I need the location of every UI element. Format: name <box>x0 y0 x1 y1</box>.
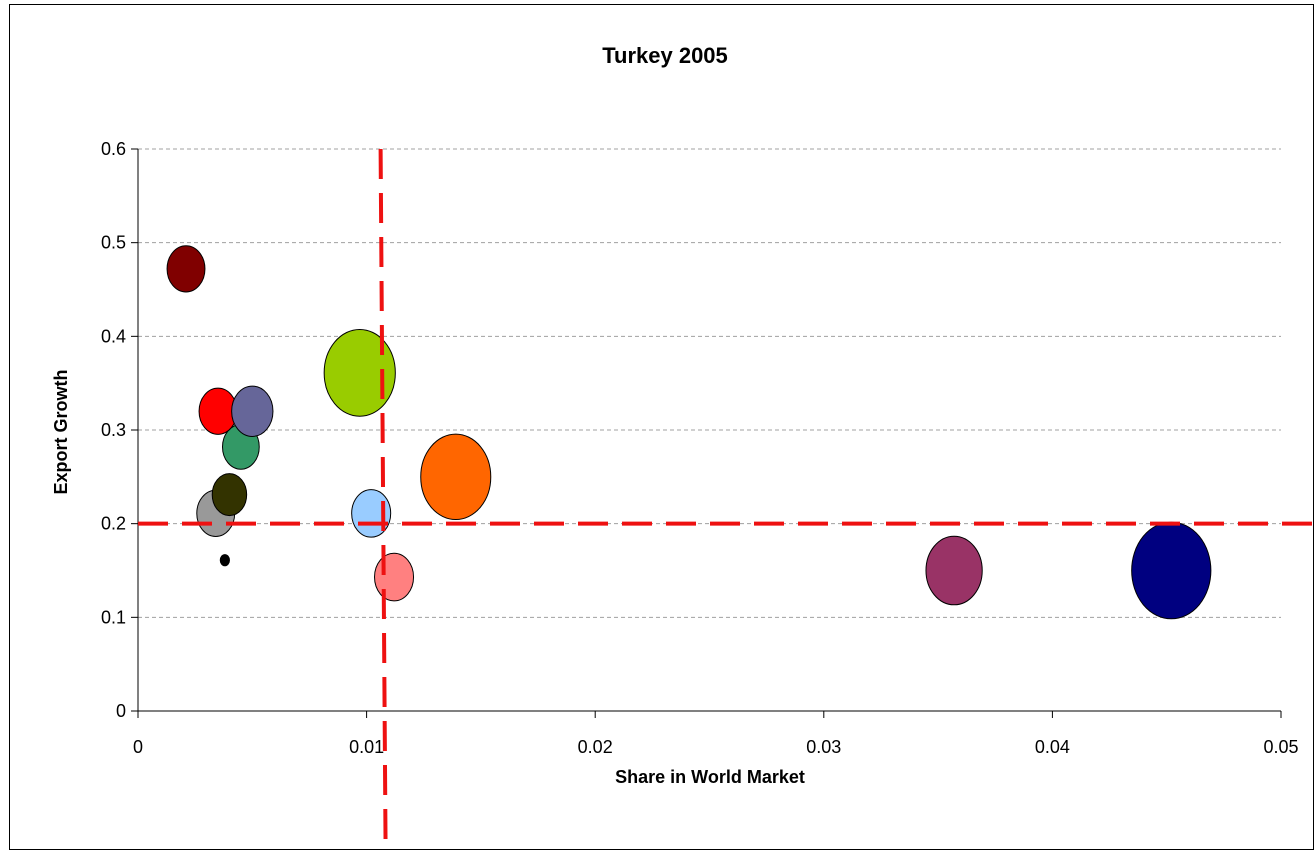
y-tick-label: 0.2 <box>101 514 126 534</box>
y-tick-label: 0.5 <box>101 233 126 253</box>
bubble <box>231 385 274 437</box>
bubble <box>1131 521 1212 620</box>
x-tick-label: 0.02 <box>578 737 613 757</box>
bubble <box>219 554 230 567</box>
vertical-reference-line <box>378 148 388 851</box>
gridlines <box>138 148 1281 618</box>
bubble <box>925 535 983 606</box>
bubble <box>374 552 415 602</box>
y-tick-label: 0.4 <box>101 326 126 346</box>
bubble <box>420 433 492 521</box>
bubble-chart: Turkey 2005 Share in World Market Export… <box>51 43 1314 851</box>
axes <box>131 148 1282 718</box>
x-tick-label: 0 <box>133 737 143 757</box>
bubble <box>323 328 396 417</box>
y-tick-label: 0.1 <box>101 607 126 627</box>
y-tick-label: 0 <box>116 701 126 721</box>
bubble <box>211 473 248 517</box>
tick-labels: 0 0.1 0.2 0.3 0.4 0.5 0.6 0 0.01 0.02 0.03 0.04 0.05 <box>101 139 1299 757</box>
chart-title: Turkey 2005 <box>602 43 728 68</box>
bubbles <box>166 245 1212 620</box>
reference-lines <box>138 148 1314 851</box>
x-tick-label: 0.05 <box>1263 737 1298 757</box>
x-tick-label: 0.03 <box>806 737 841 757</box>
y-tick-label: 0.3 <box>101 420 126 440</box>
bubble <box>166 245 206 293</box>
y-tick-label: 0.6 <box>101 139 126 159</box>
x-tick-label: 0.04 <box>1035 737 1070 757</box>
x-tick-label: 0.01 <box>349 737 384 757</box>
y-axis-title: Export Growth <box>51 370 71 495</box>
chart-frame: Turkey 2005 Share in World Market Export… <box>9 4 1314 851</box>
x-axis-title: Share in World Market <box>615 767 805 787</box>
